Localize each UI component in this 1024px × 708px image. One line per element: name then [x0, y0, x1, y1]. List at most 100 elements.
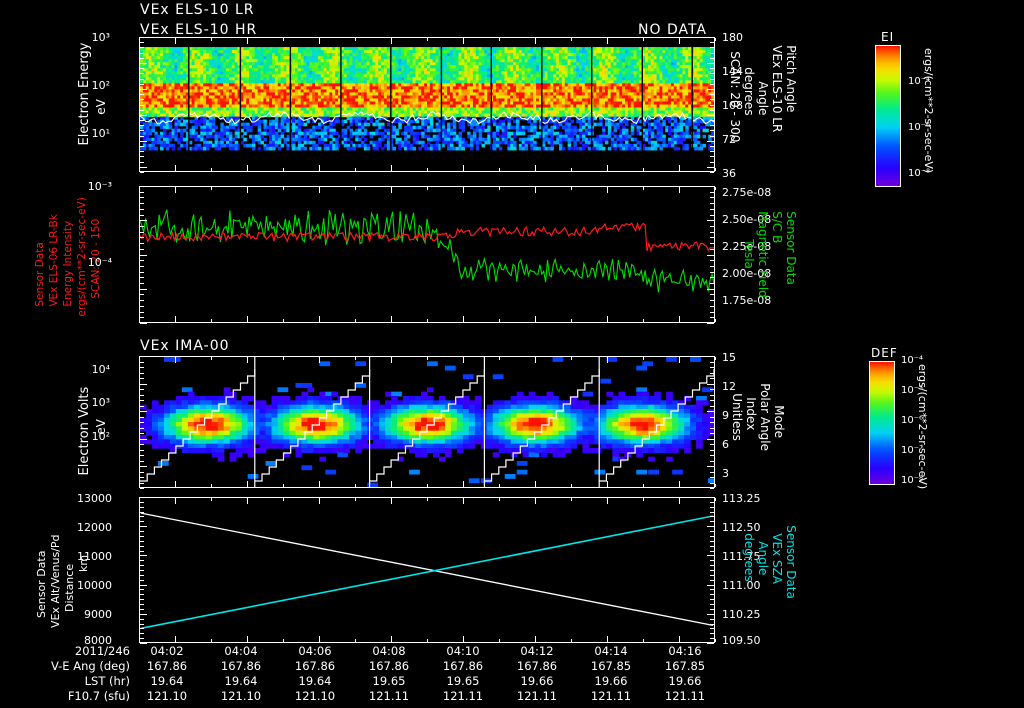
table-cell-veang-0: 167.86 — [146, 659, 188, 673]
axis-tick — [710, 633, 714, 635]
table-cell-f107-4: 121.11 — [442, 689, 484, 703]
axis-tick — [499, 498, 500, 501]
axis-tick — [140, 604, 144, 606]
axis-tick — [710, 42, 714, 44]
table-cell-time-3: 04:08 — [372, 644, 406, 658]
table-cell-veang-6: 167.85 — [590, 659, 632, 673]
axis-tick — [710, 516, 714, 518]
axis-tick — [140, 140, 147, 142]
axis-tick — [707, 288, 714, 290]
axis-tick — [710, 638, 714, 640]
axis-tick — [140, 618, 144, 620]
axis-tick — [391, 38, 392, 44]
axis-tick — [355, 639, 356, 642]
table-rowlabel-lst: LST (hr) — [84, 674, 130, 688]
axis-tick — [499, 484, 500, 487]
axis-tick — [140, 545, 144, 547]
axis-tick — [391, 357, 392, 360]
panel2-plot-area[interactable] — [139, 186, 715, 323]
axis-tick — [319, 319, 320, 322]
panel3-plot-area[interactable] — [139, 356, 715, 488]
axis-tick — [710, 618, 714, 620]
axis-tick — [710, 78, 714, 80]
axis-tick — [710, 550, 714, 552]
axis-tick — [427, 357, 428, 360]
axis-tick — [715, 38, 716, 41]
axis-tick — [715, 498, 716, 501]
panel4-right-label-degrees: degrees — [742, 533, 756, 582]
axis-tick — [710, 52, 714, 54]
axis-tick — [175, 38, 176, 44]
axis-tick — [535, 319, 536, 322]
axis-tick — [643, 639, 644, 642]
axis-tick — [175, 168, 176, 171]
table-cell-lst-5: 19.66 — [520, 674, 554, 688]
axis-tick — [571, 357, 572, 360]
panel4-plot-area[interactable] — [139, 497, 715, 643]
table-row-f107: F10.7 (sfu) 121.10 121.10 121.10 121.11 … — [0, 689, 722, 704]
panel1-plot-area[interactable] — [139, 37, 715, 172]
axis-tick — [391, 639, 392, 642]
table-cell-lst-4: 19.65 — [446, 674, 480, 688]
axis-tick — [710, 521, 714, 523]
axis-tick — [175, 498, 176, 501]
parameter-table: 2011/246 04:02 04:04 04:06 04:08 04:10 0… — [0, 644, 722, 704]
axis-tick — [140, 161, 144, 163]
axis-tick — [140, 433, 144, 434]
axis-tick — [211, 38, 212, 41]
table-cell-time-4: 04:10 — [446, 644, 480, 658]
axis-tick — [535, 498, 536, 504]
axis-tick — [710, 260, 714, 262]
axis-tick — [535, 187, 536, 193]
table-cell-time-2: 04:06 — [298, 644, 332, 658]
axis-tick — [499, 639, 500, 642]
axis-tick — [715, 168, 716, 171]
axis-tick — [283, 187, 284, 190]
panel4-rtick-111_75: 111.75 — [722, 550, 761, 563]
axis-tick — [710, 579, 714, 581]
panel4-rtick-110_25: 110.25 — [722, 608, 761, 621]
axis-tick — [319, 187, 320, 193]
axis-tick — [140, 214, 144, 216]
axis-tick — [679, 38, 680, 44]
axis-tick — [710, 208, 714, 210]
axis-tick — [140, 466, 147, 467]
axis-tick — [140, 526, 147, 528]
axis-tick — [211, 168, 212, 171]
axis-tick — [707, 62, 714, 64]
axis-tick — [535, 38, 536, 41]
panel3-cbar-tick-3: 10⁻⁶ — [901, 415, 924, 426]
axis-tick — [140, 444, 144, 445]
table-cell-lst-7: 19.66 — [668, 674, 702, 688]
axis-tick — [707, 555, 714, 557]
axis-tick — [710, 73, 714, 75]
table-cell-f107-5: 121.11 — [516, 689, 558, 703]
axis-tick — [710, 531, 714, 533]
axis-tick — [710, 271, 714, 273]
panel2-rtick-4: 2.00e-08 — [722, 267, 772, 280]
axis-tick — [140, 186, 147, 187]
axis-tick — [140, 109, 144, 111]
table-cell-time-5: 04:12 — [520, 644, 554, 658]
axis-tick — [175, 357, 176, 360]
axis-tick — [355, 357, 356, 360]
axis-tick — [710, 540, 714, 542]
table-cell-veang-4: 167.86 — [442, 659, 484, 673]
axis-tick — [463, 38, 464, 41]
axis-tick — [710, 120, 714, 122]
axis-tick — [355, 38, 356, 41]
axis-tick — [175, 498, 176, 504]
axis-tick — [139, 357, 140, 360]
axis-tick — [715, 484, 716, 487]
axis-tick — [391, 187, 392, 190]
table-cell-f107-2: 121.10 — [294, 689, 336, 703]
axis-tick — [140, 135, 144, 137]
axis-tick — [710, 574, 714, 576]
axis-tick — [710, 214, 714, 216]
axis-tick — [140, 599, 144, 601]
axis-tick — [140, 438, 147, 440]
axis-tick — [140, 277, 144, 279]
axis-tick — [679, 498, 680, 501]
axis-tick — [140, 254, 147, 256]
axis-tick — [319, 639, 320, 642]
